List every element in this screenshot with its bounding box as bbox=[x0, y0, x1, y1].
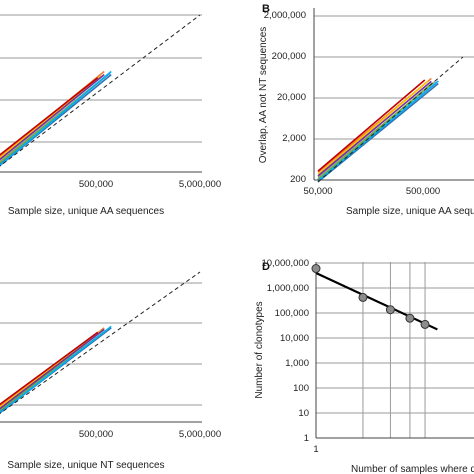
panel-c-series-line-8 bbox=[0, 328, 105, 410]
panel-c-series-line-9 bbox=[0, 325, 112, 414]
panel-d-points bbox=[311, 264, 430, 329]
panel-d-x-tick-1: 1 bbox=[313, 444, 318, 455]
panel-b-series-line-4 bbox=[317, 80, 429, 176]
panel-a-dashed-extrapolation bbox=[0, 14, 201, 167]
panel-a: 500,000 5,000,000 Sample size, unique AA… bbox=[0, 14, 221, 217]
panel-b-x-tick-2: 500,000 bbox=[406, 186, 440, 197]
panel-d-point-3 bbox=[385, 305, 395, 315]
panel-a-series-line-7 bbox=[0, 77, 99, 156]
panel-d-y-tick-1: 1 bbox=[304, 433, 309, 444]
panel-a-series-line-8 bbox=[0, 74, 105, 161]
panel-b-x-label: Sample size, unique AA seque bbox=[346, 206, 474, 217]
panel-c-series bbox=[0, 325, 112, 414]
panel-b-letter: B bbox=[262, 3, 270, 15]
panel-d-point-5 bbox=[420, 319, 430, 329]
panel-a-gridlines bbox=[0, 14, 202, 143]
panel-b: B 200 2,000 20,000 200,000 2,000,000 50,… bbox=[258, 3, 474, 217]
panel-d-y-tick-100: 100 bbox=[293, 383, 309, 394]
panel-b-dashed-extrapolation bbox=[317, 56, 464, 183]
panel-a-x-tick-2: 5,000,000 bbox=[179, 179, 221, 190]
panel-d-x-label: Number of samples where de bbox=[351, 464, 474, 474]
panel-b-series-line-1 bbox=[317, 82, 439, 183]
panel-d-trendline bbox=[315, 271, 438, 331]
panel-d-y-tick-10000: 10,000 bbox=[280, 333, 309, 344]
panel-c-gridlines bbox=[0, 282, 202, 406]
panel-a-series-line-4 bbox=[0, 75, 102, 159]
panel-b-x-tick-1: 50,000 bbox=[303, 186, 332, 197]
panel-c: 500,000 5,000,000 Sample size, unique NT… bbox=[0, 271, 221, 471]
panel-b-series-line-7 bbox=[317, 79, 426, 172]
panel-b-series-line-8 bbox=[317, 80, 432, 177]
panel-b-y-tick-2000: 2,000 bbox=[282, 133, 306, 144]
panel-b-y-tick-200000: 200,000 bbox=[272, 51, 306, 62]
panel-a-series-line-5 bbox=[0, 72, 111, 165]
panel-c-series-line-7 bbox=[0, 331, 99, 406]
panel-d-letter: D bbox=[262, 261, 270, 273]
panel-b-y-tick-200: 200 bbox=[290, 174, 306, 185]
panel-c-x-label: Sample size, unique NT sequences bbox=[7, 460, 164, 471]
panel-b-y-tick-20000: 20,000 bbox=[277, 92, 306, 103]
panel-d-y-tick-1000: 1,000 bbox=[285, 358, 309, 369]
panel-d-y-label: Number of clonotypes bbox=[254, 301, 265, 398]
panel-c-dashed-extrapolation bbox=[0, 271, 201, 414]
panel-c-x-tick-2: 5,000,000 bbox=[179, 429, 221, 440]
panel-b-series bbox=[317, 77, 439, 183]
panel-d-gridlines bbox=[316, 262, 474, 438]
panel-a-series bbox=[0, 70, 112, 167]
panel-c-x-tick-1: 500,000 bbox=[79, 429, 113, 440]
panel-a-x-tick-1: 500,000 bbox=[79, 179, 113, 190]
panel-d-point-4 bbox=[405, 313, 415, 323]
panel-b-y-tick-2000000: 2,000,000 bbox=[264, 10, 306, 21]
panel-d-y-tick-10: 10 bbox=[298, 408, 309, 419]
panel-a-series-line-1 bbox=[0, 74, 112, 167]
panel-b-series-line-9 bbox=[317, 80, 439, 182]
panel-d-y-tick-100000: 100,000 bbox=[275, 308, 309, 319]
panel-d-point-2 bbox=[358, 292, 368, 302]
panel-b-y-label: Overlap, AA not NT sequences bbox=[258, 27, 269, 164]
panel-a-series-line-9 bbox=[0, 70, 112, 167]
panel-c-series-line-5 bbox=[0, 327, 111, 413]
panel-d-y-tick-1000000: 1,000,000 bbox=[267, 283, 309, 294]
panel-d-point-1 bbox=[311, 264, 321, 274]
panel-a-x-label: Sample size, unique AA sequences bbox=[8, 206, 164, 217]
panel-d-y-tick-10000000: 10,000,000 bbox=[261, 258, 309, 269]
panel-d: D 1 10 100 1,000 10,000 100,000 1,000,00… bbox=[254, 258, 474, 474]
